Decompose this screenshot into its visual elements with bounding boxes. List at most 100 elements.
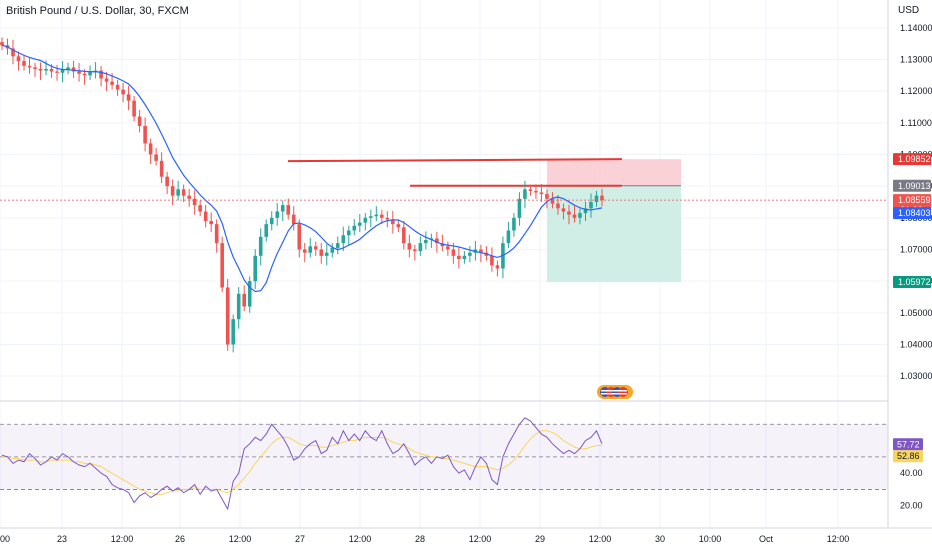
time-tick-label: 30 — [655, 534, 665, 544]
stop-loss-zone[interactable] — [547, 159, 681, 186]
candle-body — [275, 211, 280, 218]
rsi-ma-value-badge-bg — [893, 450, 923, 463]
time-tick-label: 00 — [0, 534, 10, 544]
candle-body — [561, 208, 566, 212]
candle-body — [352, 225, 357, 231]
candle-body — [71, 67, 76, 72]
last-price-text: 1.08559 — [898, 195, 931, 205]
candle-body — [27, 65, 32, 68]
candle-body — [214, 224, 219, 244]
ma-value-badge-text: 1.08403 — [898, 208, 931, 218]
candle-body — [539, 192, 544, 195]
candle-body — [479, 249, 483, 253]
rsi-value-badge-text: 57.72 — [897, 439, 920, 449]
key-level-lines — [287, 158, 681, 187]
candlestick-series — [0, 37, 604, 353]
candle-body — [363, 217, 368, 223]
moving-average-line — [1, 44, 603, 293]
candle-body — [335, 243, 340, 248]
candle-body — [528, 189, 533, 191]
candle-body — [517, 198, 522, 218]
entry-price-badge-bg — [893, 179, 931, 192]
candle-body — [578, 213, 582, 218]
candle-body — [110, 81, 114, 85]
candle-body — [302, 249, 307, 253]
candle-body — [280, 205, 285, 212]
candle-body — [413, 249, 417, 252]
candle-body — [170, 186, 175, 196]
candle-body — [82, 73, 87, 76]
candle-body — [446, 246, 450, 250]
candle-body — [346, 230, 351, 236]
candle-body — [424, 240, 428, 244]
price-tick-label: 1.14000 — [900, 23, 932, 33]
candle-body — [187, 195, 191, 199]
stop-price-badge-bg — [893, 153, 931, 166]
time-tick-label: 12:00 — [589, 534, 612, 544]
candle-body — [143, 126, 147, 144]
time-tick-label: 23 — [57, 534, 67, 544]
candle-body — [495, 265, 500, 269]
candle-body — [269, 217, 274, 225]
time-tick-label: 28 — [415, 534, 425, 544]
candle-body — [22, 61, 26, 66]
candle-body — [534, 190, 538, 193]
ma-value-badge-bg — [893, 207, 931, 220]
rsi-badges: 57.72 52.86 — [893, 438, 923, 463]
time-tick-label: Oct — [759, 534, 774, 544]
price-tick-label: 1.03000 — [900, 371, 932, 381]
candle-body — [462, 255, 467, 259]
candle-body — [154, 154, 158, 161]
price-tick-label: 1.13000 — [900, 55, 932, 65]
target-price-badge: 1.05972 — [893, 276, 931, 289]
candle-body — [435, 238, 439, 244]
candle-body — [550, 198, 555, 204]
time-tick-label: 12:00 — [827, 534, 850, 544]
candle-body — [181, 189, 186, 196]
candle-body — [192, 198, 197, 206]
flags-icon[interactable] — [597, 385, 633, 399]
time-tick-label: 29 — [535, 534, 545, 544]
candle-body — [600, 195, 604, 201]
candle-body — [258, 236, 263, 256]
chart-title: British Pound / U.S. Dollar, 30, FXCM — [6, 5, 189, 17]
rsi-ma-line — [2, 430, 602, 495]
candle-body — [380, 214, 384, 218]
time-tick-label: 10:00 — [699, 534, 722, 544]
candle-body — [490, 255, 494, 266]
rsi-value-badge-bg — [893, 438, 923, 451]
candle-body — [556, 203, 560, 209]
candle-body — [264, 224, 269, 237]
candle-body — [572, 214, 577, 218]
rsi-bands — [0, 423, 888, 490]
candle-body — [341, 235, 346, 244]
rsi-tick-label: 20.00 — [900, 501, 923, 511]
candle-body — [220, 243, 224, 288]
candle-body — [33, 67, 37, 69]
candle-body — [104, 78, 109, 82]
candle-body — [297, 224, 302, 250]
price-pane[interactable] — [0, 0, 888, 398]
target-price-badge-text: 1.05972 — [898, 277, 931, 287]
stop-price-badge-text: 1.09852 — [898, 154, 931, 164]
candle-body — [457, 255, 461, 259]
time-tick-label: 26 — [175, 534, 185, 544]
candle-body — [594, 195, 599, 202]
rsi-ma-value-badge-text: 52.86 — [897, 451, 920, 461]
candle-body — [159, 160, 164, 177]
candle-body — [99, 70, 103, 79]
target-price-badge-bg — [893, 276, 931, 289]
candle-body — [203, 211, 208, 221]
price-tick-label: 1.07000 — [900, 245, 932, 255]
candle-body — [11, 48, 15, 57]
candle-body — [88, 72, 92, 76]
candle-body — [236, 293, 241, 320]
price-tick-label: 1.11000 — [900, 118, 932, 128]
entry-price-badge: 1.09013 — [893, 179, 931, 192]
currency-label[interactable]: USD — [898, 5, 920, 16]
candle-body — [126, 94, 131, 101]
time-axis-ticks: 00 23 12:00 26 12:00 27 12:00 28 12:00 29 12:00 30 1… — [0, 534, 849, 544]
candle-body — [468, 252, 472, 256]
